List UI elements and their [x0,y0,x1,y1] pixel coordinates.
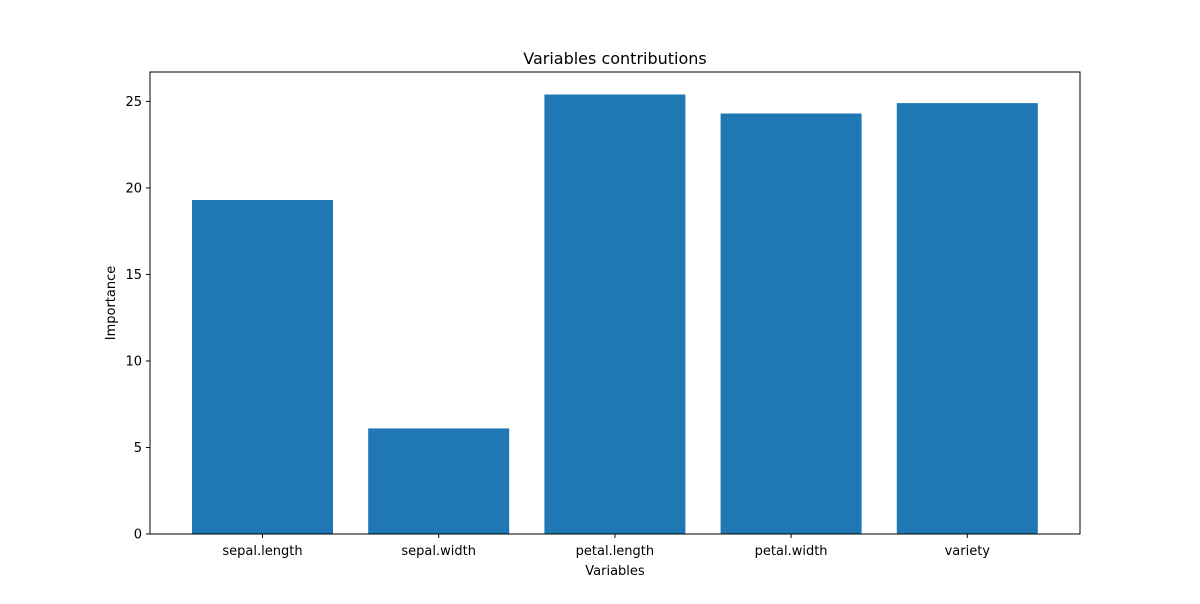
y-axis-ticks: 0 5 10 15 20 25 [125,95,150,543]
bar-petal-width [720,113,862,534]
y-tick-label: 10 [125,354,142,369]
plot-area-frame [149,71,1081,535]
y-tick-label: 20 [125,181,142,196]
x-tick-label: petal.length [576,544,655,559]
bar-sepal-width [368,428,510,534]
bar-petal-length [544,94,686,534]
x-tick-label: variety [945,544,991,559]
y-tick-label: 15 [125,268,142,283]
chart-title: Variables contributions [523,49,707,68]
y-axis-label: Importance [104,266,119,341]
bar-variety [896,103,1038,534]
x-axis-label: Variables [585,564,645,579]
y-tick-label: 25 [125,95,142,110]
y-tick-label: 5 [134,441,142,456]
y-tick-label: 0 [134,528,142,543]
bar-sepal-length [192,200,333,534]
x-tick-label: sepal.width [401,544,476,559]
bars-group [192,94,1038,534]
x-tick-label: sepal.length [222,544,302,559]
x-tick-label: petal.width [755,544,828,559]
x-axis-ticks: sepal.length sepal.width petal.length petal… [222,534,990,559]
